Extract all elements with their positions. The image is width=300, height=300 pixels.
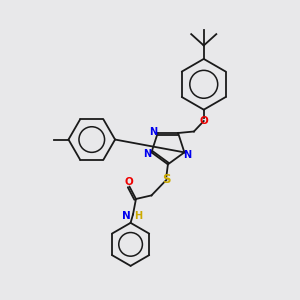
Text: H: H [134,211,142,221]
Text: O: O [124,177,133,187]
Text: N: N [183,150,191,160]
Text: N: N [149,127,158,136]
Text: S: S [162,173,171,186]
Text: N: N [122,211,131,221]
Text: O: O [200,116,208,126]
Text: N: N [143,149,151,159]
